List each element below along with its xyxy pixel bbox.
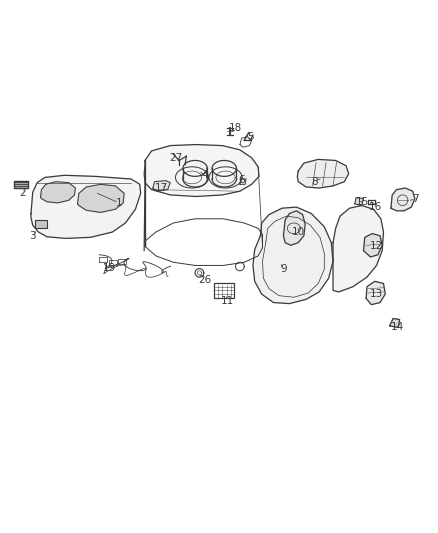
Polygon shape: [78, 184, 124, 213]
Polygon shape: [31, 175, 141, 238]
Text: 17: 17: [155, 183, 168, 193]
Polygon shape: [144, 144, 259, 197]
Text: 27: 27: [170, 153, 183, 163]
Text: 11: 11: [221, 296, 234, 306]
Text: 1: 1: [116, 198, 122, 208]
Text: 16: 16: [369, 202, 382, 212]
Text: 19: 19: [102, 263, 116, 272]
Polygon shape: [364, 233, 382, 257]
Text: 10: 10: [292, 227, 305, 237]
Text: 7: 7: [413, 193, 419, 204]
Polygon shape: [366, 281, 385, 305]
Polygon shape: [253, 207, 333, 304]
Text: 13: 13: [370, 289, 383, 299]
Polygon shape: [35, 220, 47, 228]
Polygon shape: [391, 188, 415, 211]
Text: 2: 2: [19, 188, 25, 198]
Polygon shape: [41, 182, 75, 203]
Text: 26: 26: [198, 274, 212, 285]
Text: 14: 14: [391, 322, 404, 333]
Polygon shape: [153, 181, 170, 191]
Text: 12: 12: [370, 241, 383, 252]
Polygon shape: [283, 211, 305, 245]
Polygon shape: [14, 181, 28, 188]
Text: 9: 9: [280, 264, 287, 274]
Text: 6: 6: [238, 175, 245, 185]
Text: 3: 3: [29, 231, 36, 241]
Text: 18: 18: [229, 123, 242, 133]
Polygon shape: [355, 198, 364, 206]
Text: 15: 15: [356, 197, 369, 207]
Polygon shape: [390, 318, 399, 327]
Polygon shape: [333, 206, 384, 292]
Text: 4: 4: [202, 171, 208, 180]
Text: 8: 8: [311, 176, 318, 187]
Text: 5: 5: [247, 132, 254, 142]
Polygon shape: [297, 159, 349, 188]
